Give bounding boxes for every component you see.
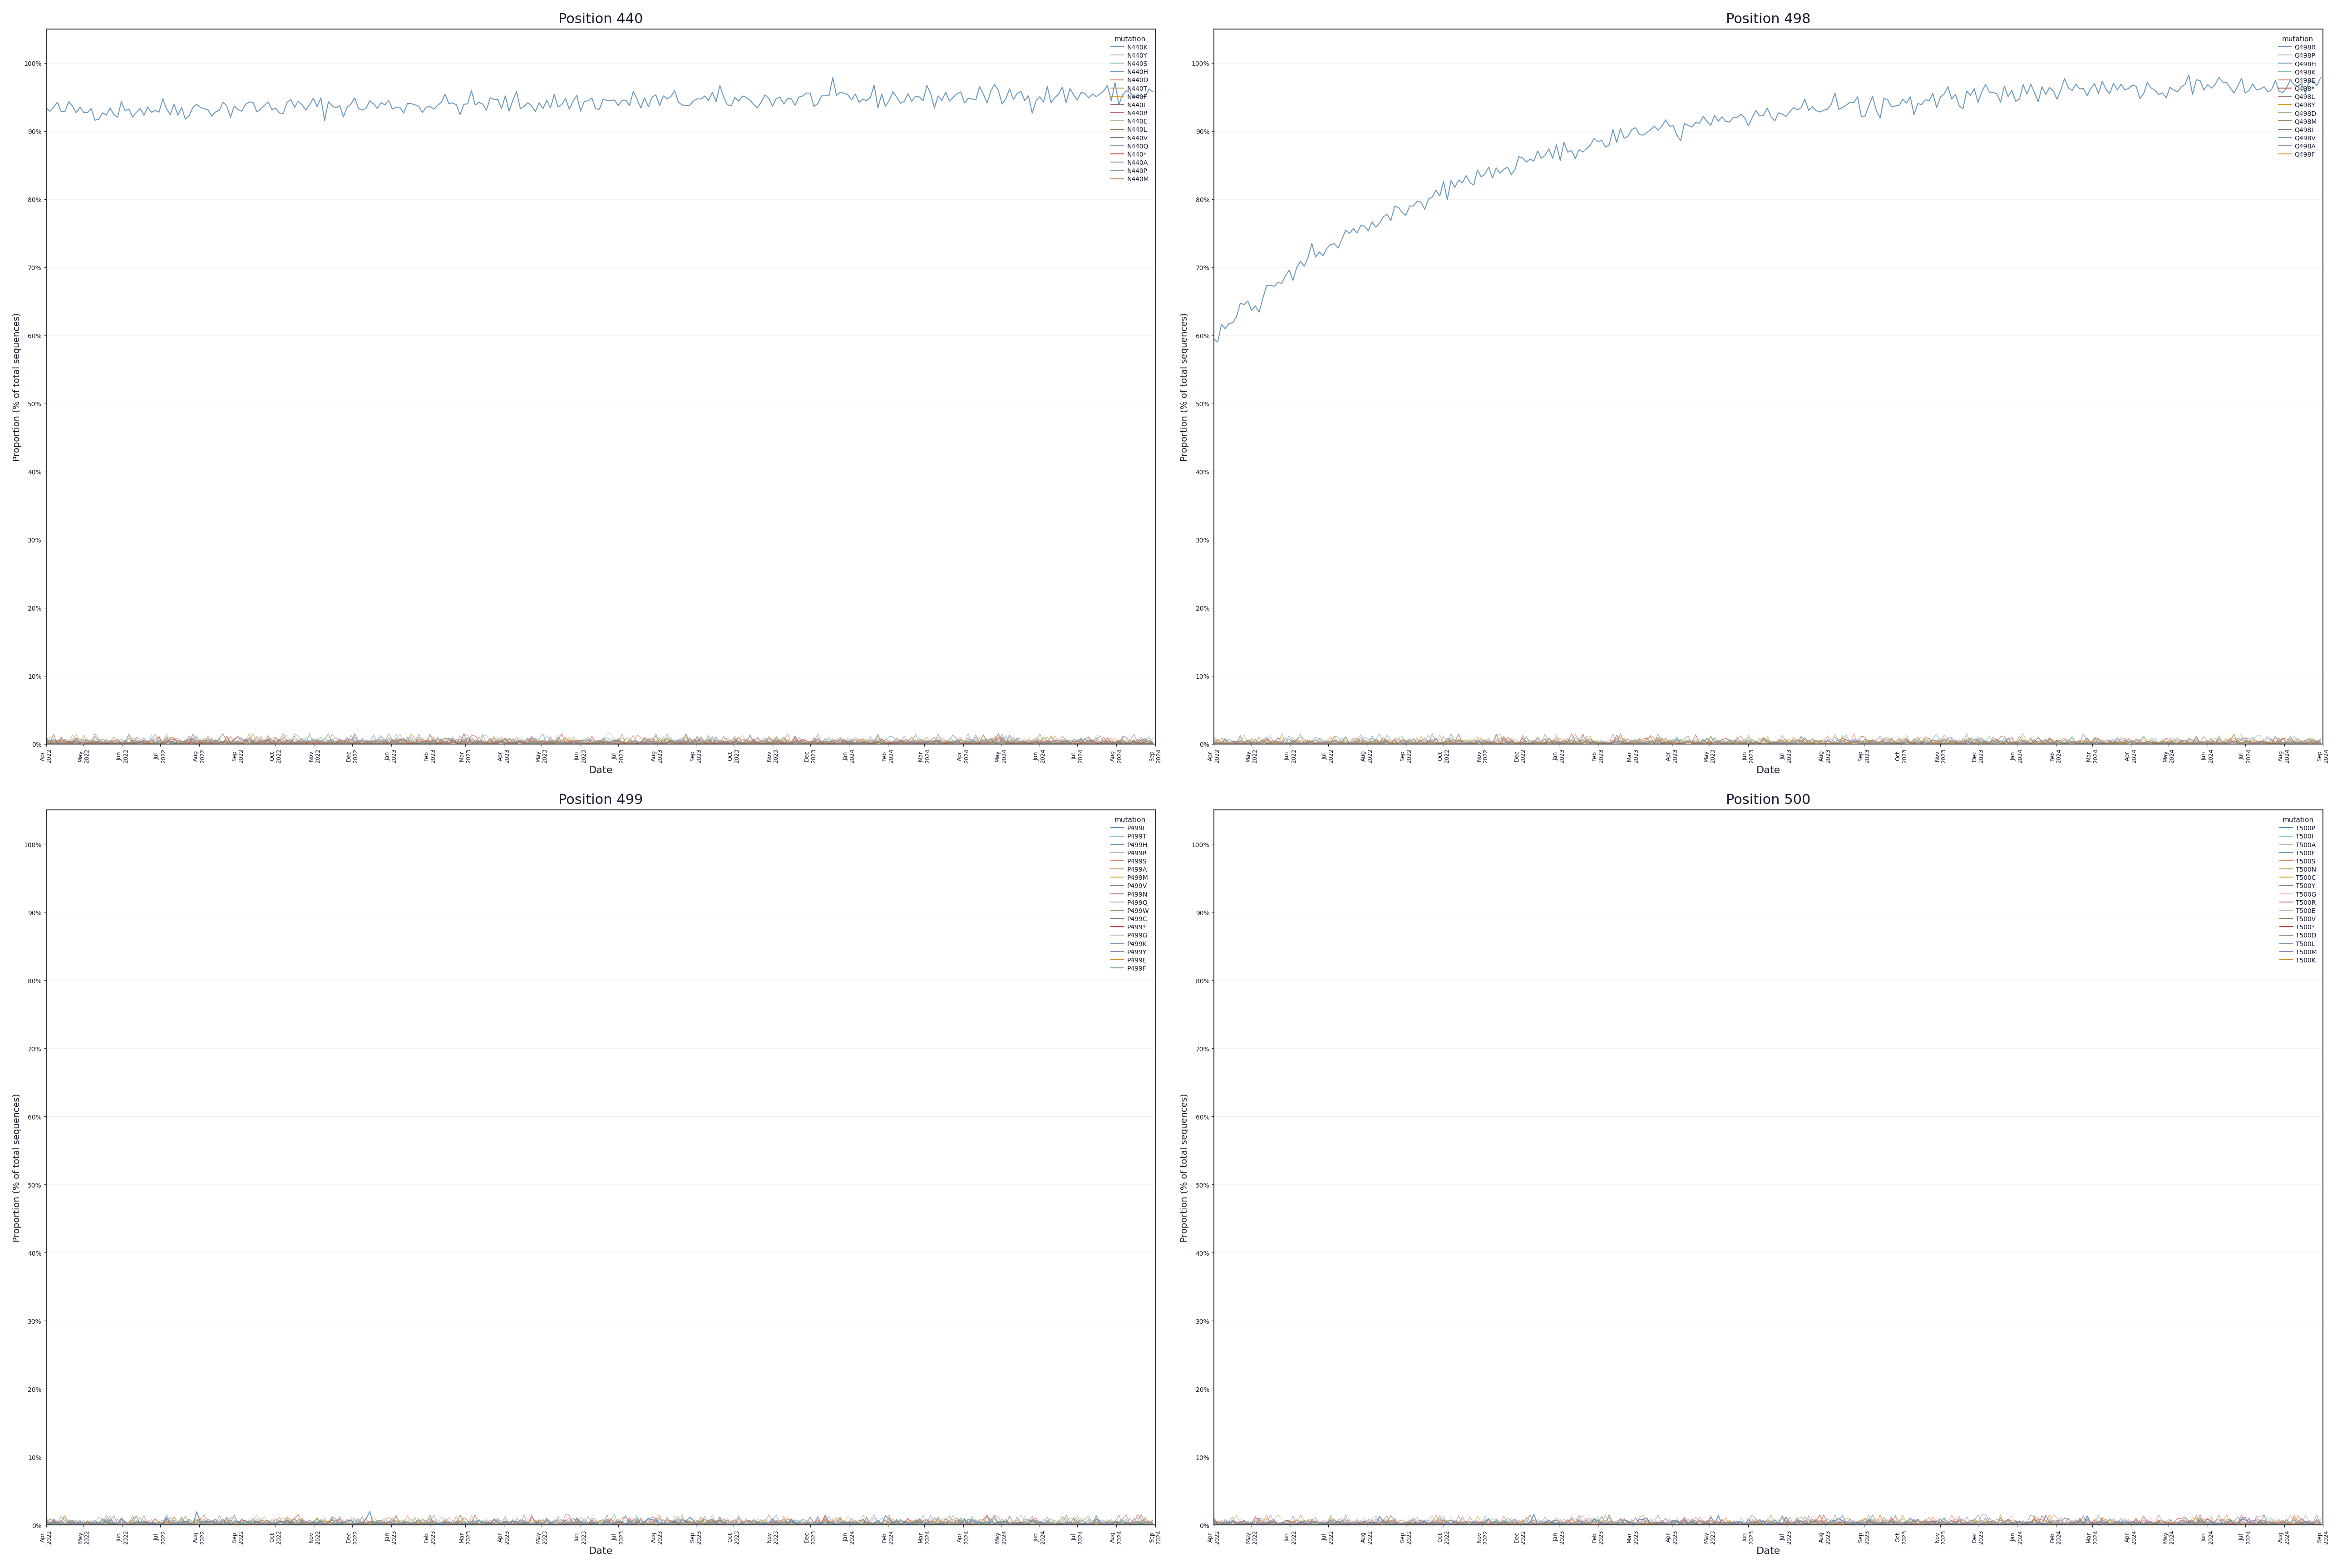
X-axis label: Date: Date	[1756, 765, 1780, 775]
Title: Position 500: Position 500	[1726, 793, 1810, 806]
X-axis label: Date: Date	[588, 765, 614, 775]
Title: Position 498: Position 498	[1726, 13, 1810, 25]
Legend: N440K, N440Y, N440S, N440H, N440D, N440T, N440F, N440I, N440R, N440E, N440L, N44: N440K, N440Y, N440S, N440H, N440D, N440T…	[1108, 33, 1152, 185]
Legend: T500P, T500I, T500A, T500F, T500S, T500N, T500C, T500Y, T500G, T500R, T500E, T50: T500P, T500I, T500A, T500F, T500S, T500N…	[2276, 814, 2321, 966]
Title: Position 499: Position 499	[557, 793, 644, 806]
Y-axis label: Proportion (% of total sequences): Proportion (% of total sequences)	[12, 312, 21, 461]
Y-axis label: Proportion (% of total sequences): Proportion (% of total sequences)	[12, 1093, 21, 1242]
Legend: Q498R, Q498P, Q498H, Q498K, Q498E, Q498*, Q498L, Q498Y, Q498D, Q498M, Q498I, Q49: Q498R, Q498P, Q498H, Q498K, Q498E, Q498*…	[2276, 33, 2321, 162]
Title: Position 440: Position 440	[557, 13, 644, 25]
X-axis label: Date: Date	[588, 1546, 614, 1555]
Legend: P499L, P499T, P499H, P499R, P499S, P499A, P499M, P499V, P499N, P499Q, P499W, P49: P499L, P499T, P499H, P499R, P499S, P499A…	[1108, 814, 1152, 975]
Y-axis label: Proportion (% of total sequences): Proportion (% of total sequences)	[1180, 312, 1190, 461]
Y-axis label: Proportion (% of total sequences): Proportion (% of total sequences)	[1180, 1093, 1190, 1242]
X-axis label: Date: Date	[1756, 1546, 1780, 1555]
